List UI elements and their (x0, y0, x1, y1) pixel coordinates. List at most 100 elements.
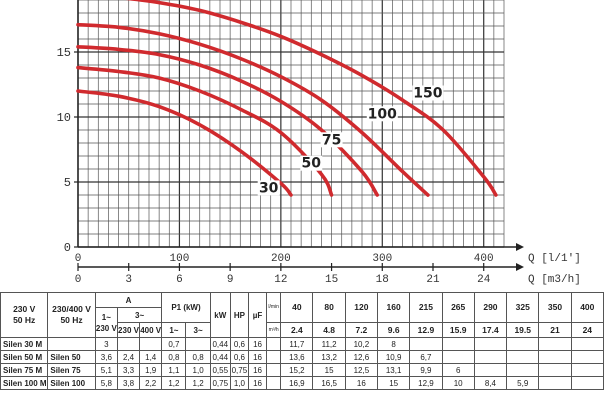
amps-3ph-400: 1,9 (139, 363, 163, 377)
head-value-0: 15,2 (280, 363, 314, 377)
x2-tick-label: 0 (75, 274, 82, 286)
header-230v: 230 V 50 Hz (0, 292, 49, 338)
p1-1ph: 0,7 (161, 337, 187, 351)
head-value-6: 8,4 (473, 376, 508, 390)
p1-3ph: 1,0 (185, 363, 211, 377)
flow-m3h-0: 2.4 (280, 322, 314, 338)
y-tick-label: 10 (57, 111, 71, 125)
header-a-3ph-230: 230 V (116, 322, 141, 338)
curve-50 (76, 65, 334, 197)
x-tick-label: 200 (271, 253, 291, 265)
p1-3ph: 0,8 (185, 350, 211, 364)
head-value-1: 11,2 (312, 337, 346, 351)
head-value-9 (570, 363, 604, 377)
flow-m3h-4: 12.9 (409, 322, 443, 338)
head-value-7 (506, 350, 540, 364)
model-3ph: Silen 50 (47, 350, 96, 364)
header-230-400v: 230/400 V 50 Hz (47, 292, 96, 338)
curve-label-75: 75 (322, 132, 341, 148)
x2-tick-label: 6 (176, 274, 183, 286)
amps-1ph: 3 (94, 337, 118, 351)
head-value-6 (473, 337, 508, 351)
header-a-1ph-text: 1~ (101, 312, 111, 322)
x2-tick-label: 9 (227, 274, 234, 286)
head-value-2: 12,5 (344, 363, 379, 377)
head-value-9 (570, 337, 604, 351)
head-value-5: 10 (441, 376, 475, 390)
head-value-3: 13,1 (377, 363, 411, 377)
header-50hz-a: 50 Hz (13, 315, 36, 325)
y-tick-label: 5 (64, 176, 71, 190)
header-a-3ph: 3~ (116, 307, 163, 323)
flow-lmin-9: 400 (570, 292, 604, 323)
flow-spacer (266, 350, 282, 364)
curve-75 (76, 45, 380, 197)
head-value-6 (473, 350, 508, 364)
power-kw: 0,44 (209, 350, 231, 364)
header-m3h: m³/h (266, 322, 282, 338)
table-row: Silen 30 M 3 0,7 0,44 0,6 16 11,7 11,2 10,2 8 (0, 337, 604, 351)
amps-3ph-400 (139, 337, 163, 351)
table-row: Silen 75 M Silen 75 5,1 3,3 1,9 1,1 1,0 0,55 0,7… (0, 363, 604, 377)
flow-m3h-8: 21 (538, 322, 572, 338)
curve-label-100: 100 (368, 106, 397, 122)
p1-1ph: 1,1 (161, 363, 187, 377)
x-axis-unit-label: Q [l/1'] (528, 253, 581, 265)
flow-lmin-0: 40 (280, 292, 314, 323)
flow-m3h-1: 4.8 (312, 322, 346, 338)
amps-3ph-230: 2,4 (116, 350, 141, 364)
flow-lmin-2: 120 (344, 292, 379, 323)
head-value-6 (473, 363, 508, 377)
curve-label-bg (366, 106, 398, 122)
x2-tick-label: 3 (125, 274, 132, 286)
head-value-8 (538, 363, 572, 377)
power-kw: 0,44 (209, 337, 231, 351)
amps-3ph-230 (116, 337, 141, 351)
flow-lmin-4: 215 (409, 292, 443, 323)
x2-tick-label: 15 (325, 274, 338, 286)
amps-1ph: 5,8 (94, 376, 118, 390)
model-3ph: Silen 100 (47, 376, 96, 390)
curve-30 (76, 89, 293, 197)
spec-table: 230 V 50 Hz 230/400 V 50 Hz A P1 (kW) kW H… (0, 292, 604, 390)
curve-label-bg (300, 155, 323, 171)
head-value-4: 6,7 (409, 350, 443, 364)
power-hp: 0,6 (229, 350, 249, 364)
curve-label-bg (320, 132, 343, 148)
flow-lmin-7: 325 (506, 292, 540, 323)
x-tick-label: 0 (75, 253, 82, 265)
power-hp: 1,0 (229, 376, 249, 390)
x-tick-label: 300 (372, 253, 392, 265)
head-value-7 (506, 337, 540, 351)
head-value-1: 16,5 (312, 376, 346, 390)
amps-3ph-400: 1,4 (139, 350, 163, 364)
head-value-0: 13,6 (280, 350, 314, 364)
model-1ph: Silen 75 M (0, 363, 49, 377)
head-value-9 (570, 376, 604, 390)
x2-axis-unit-label: Q [m3/h] (528, 274, 581, 286)
power-hp: 0,75 (229, 363, 249, 377)
flow-lmin-3: 160 (377, 292, 411, 323)
amps-1ph: 5,1 (94, 363, 118, 377)
p1-3ph: 1,2 (185, 376, 211, 390)
spec-table-wrap: 230 V 50 Hz 230/400 V 50 Hz A P1 (kW) kW H… (0, 292, 604, 400)
head-value-0: 11,7 (280, 337, 314, 351)
head-value-5: 6 (441, 363, 475, 377)
head-value-8 (538, 350, 572, 364)
flow-m3h-3: 9.6 (377, 322, 411, 338)
capacitor-uf: 16 (247, 363, 268, 377)
head-value-0: 16,9 (280, 376, 314, 390)
flow-m3h-2: 7.2 (344, 322, 379, 338)
y-tick-label: 0 (64, 241, 71, 255)
head-value-7: 5,9 (506, 376, 540, 390)
header-uf: µF (247, 292, 268, 338)
header-a-1ph-volt: 230 V (95, 323, 117, 333)
head-value-2: 10,2 (344, 337, 379, 351)
x2-axis-arrow (516, 263, 524, 271)
header-lmin: l/min (266, 292, 282, 323)
header-hp: HP (229, 292, 249, 338)
header-row-1: 230 V 50 Hz 230/400 V 50 Hz A P1 (kW) kW H… (0, 292, 604, 338)
flow-m3h-9: 24 (570, 322, 604, 338)
p1-1ph: 1,2 (161, 376, 187, 390)
